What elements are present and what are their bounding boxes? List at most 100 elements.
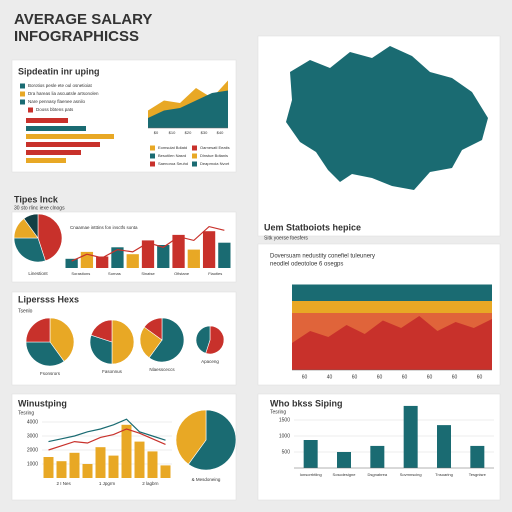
- bar: [303, 440, 318, 468]
- bar: [370, 445, 385, 468]
- x-label: 60: [452, 374, 458, 380]
- pie-slice: [25, 317, 51, 343]
- x-label: Soscdesigne: [333, 472, 357, 477]
- x-label: 60: [402, 374, 408, 380]
- bar: [26, 134, 114, 139]
- x-label: 40: [327, 374, 333, 380]
- legend-label: Borotios pesle ete oul osnetioiat: [28, 83, 93, 88]
- legend-label: Nare pennasy flaenee asnilo: [28, 99, 86, 104]
- x-label: $30: [201, 130, 208, 135]
- panel-title: Winustping: [18, 398, 67, 408]
- bar: [56, 461, 67, 478]
- title: AVERAGE SALARY: [14, 11, 152, 28]
- bar: [202, 231, 216, 268]
- pie-slice: [23, 213, 39, 239]
- x-label: Sornas: [108, 271, 121, 276]
- x-label: Sovmnscing: [400, 472, 422, 477]
- bar: [187, 249, 200, 268]
- note: neodlel odeotoloe 6 osegps: [270, 262, 343, 268]
- legend-swatch: [150, 145, 155, 151]
- x-label: Sorastions: [71, 271, 90, 276]
- x-label: 60: [427, 374, 433, 380]
- panel-subtitle: Tesring: [270, 409, 286, 415]
- legend-label: Saenoroa Seuhd: [158, 161, 188, 166]
- panel-title: Tipes Inck: [14, 194, 59, 204]
- bar: [26, 158, 66, 163]
- legend-swatch: [192, 153, 197, 159]
- pie-slice: [187, 409, 237, 471]
- bar: [172, 234, 185, 268]
- y-tick-label: 1500: [279, 417, 290, 423]
- area: [148, 90, 228, 128]
- legend-swatch: [20, 91, 25, 97]
- legend-swatch: [20, 99, 25, 105]
- bar: [26, 142, 100, 147]
- x-label: $20: [185, 130, 192, 135]
- legend-label: Deaprnoia Nvort: [200, 161, 230, 166]
- bar: [82, 464, 93, 478]
- legend-swatch: [150, 153, 155, 159]
- y-tick-label: 500: [282, 449, 291, 455]
- legend-swatch: [150, 161, 155, 167]
- pie-slice: [25, 341, 65, 367]
- bar: [218, 242, 231, 268]
- x-label: Fiaoties: [208, 271, 222, 276]
- y-tick-label: 1000: [27, 461, 38, 467]
- bar: [69, 452, 80, 478]
- bar: [437, 425, 451, 468]
- x-label: 60: [352, 374, 358, 380]
- line: [71, 225, 225, 262]
- x-label: Ofistane: [174, 271, 190, 276]
- panel-subtitle: Tsenlo: [18, 308, 33, 314]
- pie-slice: [143, 317, 163, 341]
- panel-title: Lipersss Hexs: [18, 294, 79, 304]
- x-label: $0: [154, 130, 159, 135]
- bar: [157, 245, 170, 268]
- x-label: 60: [377, 374, 383, 380]
- pie-slice: [90, 319, 113, 343]
- x-label: $10: [169, 130, 176, 135]
- bar: [403, 405, 418, 468]
- area: [292, 316, 492, 370]
- bar: [121, 424, 132, 478]
- panel-subtitle: 30 sto rlinc iexe clnogs: [14, 205, 65, 211]
- pie-slice: [37, 213, 63, 262]
- legend-swatch: [28, 107, 33, 113]
- x-label: 60: [302, 374, 308, 380]
- x-label: 2 I Nes: [57, 481, 72, 486]
- x-label: 1 Jpgrm: [99, 481, 116, 486]
- x-label: Sinatse: [141, 271, 155, 276]
- pie-slice: [148, 317, 185, 363]
- x-label: Tnsoaring: [435, 472, 453, 477]
- bar: [337, 452, 351, 468]
- title: INFOGRAPHICSS: [14, 28, 139, 45]
- pie-slice: [111, 319, 135, 365]
- panel-title: Who bkss Siping: [270, 398, 343, 408]
- bar: [126, 254, 139, 268]
- panel-subtitle: Tesring: [18, 410, 34, 416]
- legend-label: Eomsulat Bdiatd: [158, 145, 187, 150]
- pie-slice: [175, 409, 207, 465]
- pie-slice: [89, 334, 113, 365]
- pie-label: Apaceng: [201, 359, 219, 364]
- map-shape: [286, 46, 488, 190]
- y-tick-label: 2000: [27, 447, 38, 453]
- legend-label: Dra hareas lia ascuatsle artsonolen: [28, 91, 99, 96]
- bar: [26, 150, 81, 155]
- x-label: Tesgnisre: [469, 472, 487, 477]
- chart-title: Cnaamae intttins fon insctfs sonta: [70, 225, 138, 230]
- note: Doversuam nedustity conefiel tuleunery: [270, 254, 375, 260]
- pie-slice: [195, 325, 211, 354]
- x-label: Ionsorrbtling: [300, 472, 322, 477]
- legend-label: Dooss bbtens pats: [36, 107, 74, 112]
- bar: [43, 457, 54, 478]
- bar: [108, 455, 119, 478]
- panel-title: Uem Statboiots hepice: [264, 222, 361, 232]
- bar: [160, 465, 171, 478]
- bar: [26, 118, 68, 123]
- x-label: Dsgnabrea: [368, 472, 388, 477]
- line: [48, 418, 166, 443]
- bar: [470, 445, 485, 468]
